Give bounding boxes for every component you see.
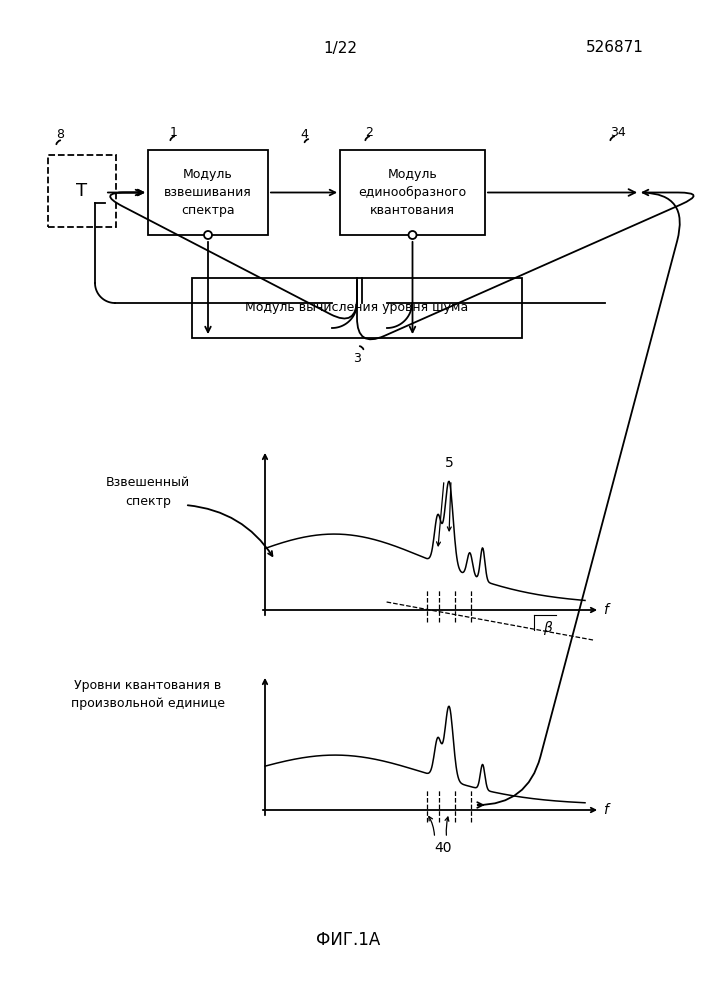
FancyArrowPatch shape [357,190,694,339]
Text: f: f [603,803,608,817]
Text: 1: 1 [170,125,178,138]
Circle shape [409,231,416,239]
Text: 1/22: 1/22 [323,40,357,55]
Text: T: T [76,182,88,200]
Text: f: f [603,603,608,617]
Text: Модуль
взвешивания
спектра: Модуль взвешивания спектра [164,168,252,217]
Text: 40: 40 [434,841,451,855]
Text: β: β [543,621,552,635]
Bar [48,155,116,227]
Text: 4: 4 [300,128,308,141]
Text: Модуль вычисления уровня шума: Модуль вычисления уровня шума [245,302,469,314]
FancyArrowPatch shape [110,190,357,319]
Text: Модуль
единообразного
квантования: Модуль единообразного квантования [358,168,467,217]
FancyArrowPatch shape [477,193,680,808]
Bar [340,150,485,235]
Text: 5: 5 [444,456,454,470]
Text: 3: 3 [353,352,361,364]
Text: Уровни квантования в
произвольной единице: Уровни квантования в произвольной единиц… [71,680,225,710]
Text: Взвешенный
спектр: Взвешенный спектр [106,477,190,508]
Text: ФИГ.1А: ФИГ.1А [316,931,380,949]
Text: 2: 2 [365,125,373,138]
Circle shape [204,231,212,239]
Text: 8: 8 [56,128,64,141]
Text: 34: 34 [610,125,626,138]
Text: 526871: 526871 [586,40,644,55]
Bar [148,150,268,235]
Bar [192,278,522,338]
